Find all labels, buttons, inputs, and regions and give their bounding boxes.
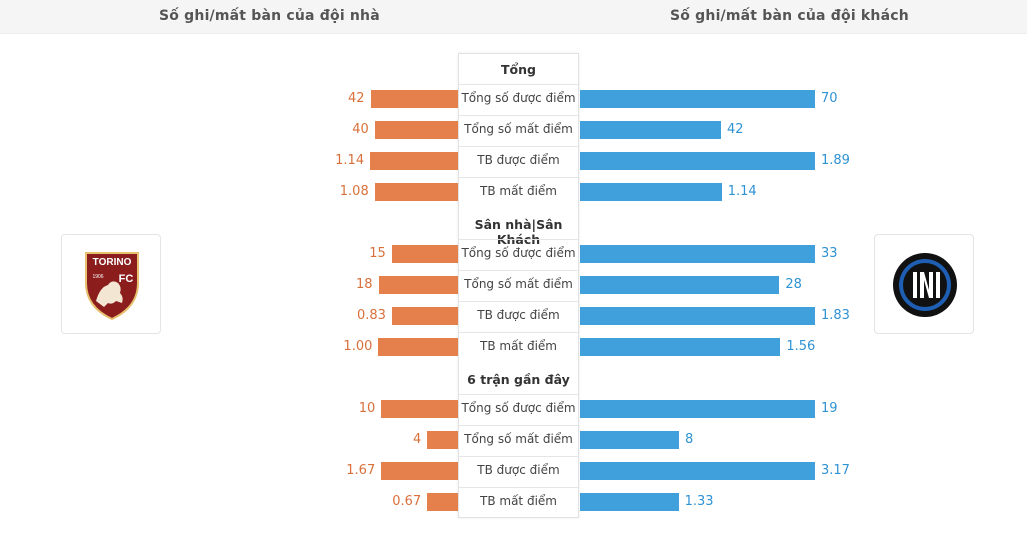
away-value: 1.33 — [684, 494, 714, 509]
row-divider — [459, 394, 578, 395]
row-divider — [459, 146, 578, 147]
away-bar — [580, 493, 679, 511]
away-value: 3.17 — [821, 463, 850, 478]
home-title: Số ghi/mất bàn của đội nhà — [159, 8, 380, 24]
away-value: 19 — [821, 401, 838, 416]
away-bar — [580, 400, 815, 418]
row-divider — [459, 115, 578, 116]
row-divider — [459, 270, 578, 271]
away-bar — [580, 338, 781, 356]
home-team-logo: TORINO FC 1906 — [61, 234, 161, 334]
row-divider — [459, 487, 578, 488]
home-value: 42 — [348, 91, 365, 106]
stat-label: Tổng số mất điểm — [464, 432, 573, 446]
home-value: 18 — [355, 277, 373, 292]
section-title: 6 trận gần đây — [467, 372, 570, 387]
stat-label: TB được điểm — [477, 153, 560, 167]
home-bar — [374, 121, 458, 139]
torino-fc-text: FC — [119, 273, 134, 285]
stat-label: TB được điểm — [477, 463, 560, 477]
away-bar — [580, 307, 815, 325]
away-value: 1.14 — [727, 184, 757, 199]
stats-label-column — [458, 53, 579, 518]
home-value: 1.08 — [339, 184, 369, 199]
away-bar — [580, 152, 815, 170]
header-bar: Số ghi/mất bàn của đội nhà Số ghi/mất bà… — [0, 0, 1027, 34]
away-value: 70 — [821, 91, 838, 106]
away-value: 33 — [821, 246, 838, 261]
away-title: Số ghi/mất bàn của đội khách — [670, 8, 909, 24]
row-divider — [459, 301, 578, 302]
home-bar — [381, 400, 458, 418]
home-bar — [370, 152, 458, 170]
section-title: Sân nhà|Sân Khách — [474, 217, 563, 247]
home-value: 1.67 — [346, 463, 376, 478]
home-value: 0.83 — [356, 308, 386, 323]
home-bar — [427, 431, 458, 449]
home-value: 1.14 — [335, 153, 365, 168]
row-divider — [459, 425, 578, 426]
home-bar — [374, 183, 458, 201]
home-bar — [391, 307, 458, 325]
row-divider — [459, 332, 578, 333]
away-value: 1.89 — [821, 153, 850, 168]
away-bar — [580, 121, 721, 139]
row-divider — [459, 239, 578, 240]
away-bar — [580, 276, 780, 294]
stat-label: TB mất điểm — [480, 184, 557, 198]
torino-shield-icon: TORINO FC 1906 — [85, 252, 139, 321]
away-value: 8 — [684, 432, 694, 447]
home-bar — [427, 493, 458, 511]
home-value: 10 — [358, 401, 376, 416]
home-bar — [381, 462, 458, 480]
inter-logo-icon — [893, 253, 957, 317]
home-value: 15 — [369, 246, 386, 261]
home-bar — [370, 90, 458, 108]
away-bar — [580, 431, 679, 449]
home-value: 4 — [413, 432, 422, 447]
stat-label: Tổng số được điểm — [461, 246, 576, 260]
home-value: 40 — [352, 122, 369, 137]
home-bar — [378, 276, 458, 294]
stat-label: TB mất điểm — [480, 494, 557, 508]
home-value: 1.00 — [343, 339, 373, 354]
stat-label: Tổng số mất điểm — [464, 277, 573, 291]
away-bar — [580, 462, 815, 480]
away-bar — [580, 245, 815, 263]
torino-year-text: 1906 — [92, 274, 103, 280]
section-title: Tổng — [501, 62, 536, 77]
away-bar — [580, 90, 815, 108]
home-bar — [391, 245, 458, 263]
stat-label: TB được điểm — [477, 308, 560, 322]
stat-label: Tổng số mất điểm — [464, 122, 573, 136]
away-value: 1.83 — [821, 308, 850, 323]
away-bar — [580, 183, 722, 201]
stat-label: TB mất điểm — [480, 339, 557, 353]
away-value: 28 — [785, 277, 802, 292]
torino-logo-text: TORINO — [93, 257, 132, 268]
row-divider — [459, 84, 578, 85]
away-value: 1.56 — [786, 339, 816, 354]
away-team-logo — [874, 234, 974, 334]
home-bar — [378, 338, 458, 356]
row-divider — [459, 456, 578, 457]
home-value: 0.67 — [392, 494, 422, 509]
row-divider — [459, 177, 578, 178]
away-value: 42 — [727, 122, 744, 137]
stat-label: Tổng số được điểm — [461, 91, 576, 105]
stat-label: Tổng số được điểm — [461, 401, 576, 415]
